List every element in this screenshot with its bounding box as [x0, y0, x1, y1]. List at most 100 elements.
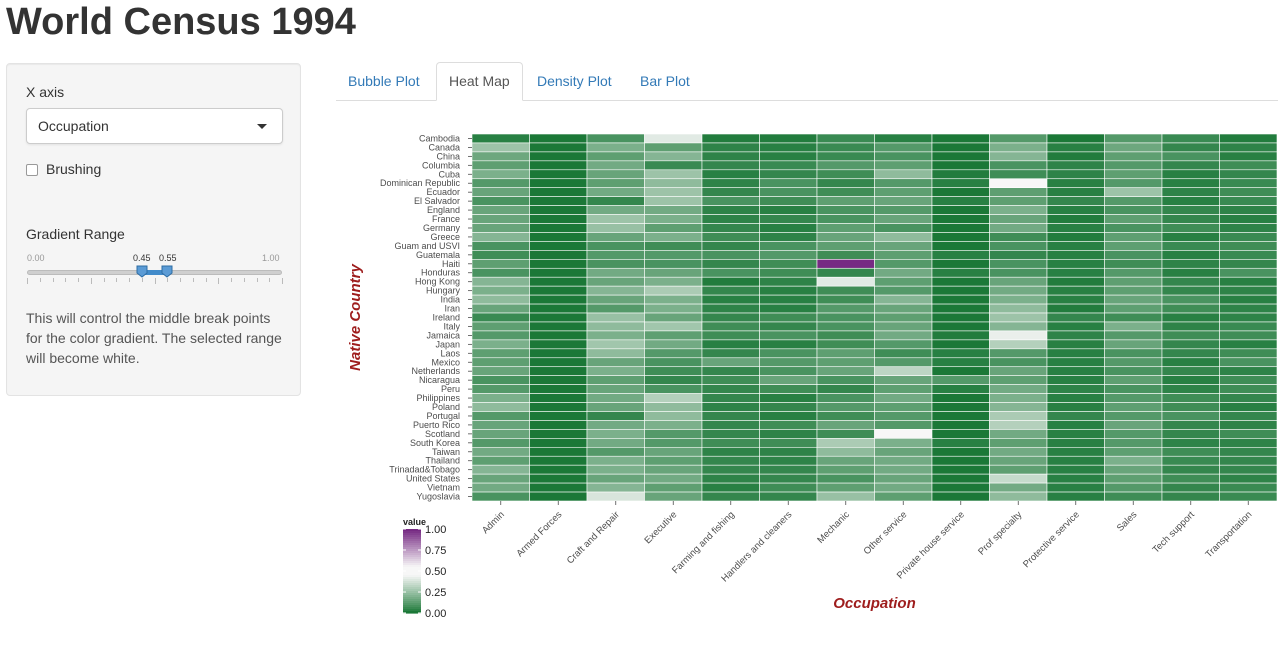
- heatmap-cell: [586, 187, 645, 197]
- tab-bubble-plot[interactable]: Bubble Plot: [348, 73, 420, 89]
- heatmap-cell: [816, 366, 875, 376]
- heatmap-cell: [759, 223, 818, 233]
- heatmap-cell: [586, 402, 645, 412]
- y-tick-label: France: [432, 214, 460, 224]
- heatmap-cell: [931, 455, 990, 466]
- heatmap-cell: [471, 402, 530, 412]
- heatmap-cell: [931, 438, 990, 448]
- heatmap-cell: [644, 241, 703, 251]
- heatmap-cell: [1219, 348, 1278, 359]
- legend-gradient-step: [403, 535, 421, 538]
- heatmap-cell: [644, 160, 703, 171]
- heatmap-cell: [529, 187, 588, 197]
- heatmap-cell: [816, 187, 875, 197]
- y-tick-label: Yugoslavia: [416, 492, 460, 502]
- heatmap-cell: [1104, 267, 1163, 278]
- heatmap-cell: [1219, 196, 1278, 206]
- heatmap-cell: [701, 491, 760, 502]
- heatmap-cell: [701, 250, 760, 260]
- slider-tick: [218, 278, 220, 284]
- heatmap-cell: [874, 438, 933, 448]
- y-tick-label: Ecuador: [426, 187, 460, 197]
- heatmap-cell: [931, 384, 990, 394]
- heatmap-cell: [471, 491, 530, 502]
- heatmap-cell: [816, 491, 875, 502]
- heatmap-cell: [529, 402, 588, 412]
- heatmap-cell: [701, 223, 760, 233]
- heatmap-cell: [1046, 446, 1105, 457]
- heatmap-cell: [874, 384, 933, 394]
- legend-gradient-step: [403, 561, 421, 564]
- heatmap-cell: [471, 196, 530, 206]
- legend-gradient-step: [403, 549, 421, 552]
- heatmap-cell: [1161, 420, 1220, 430]
- heatmap-cell: [1161, 464, 1220, 475]
- heatmap-cell: [1219, 339, 1278, 350]
- heatmap-cell: [1104, 223, 1163, 233]
- slider-tick: [52, 278, 54, 282]
- heatmap-cell: [471, 366, 530, 376]
- heatmap-cell: [644, 276, 703, 287]
- heatmap-cell: [529, 169, 588, 180]
- brushing-label[interactable]: Brushing: [46, 161, 102, 177]
- heatmap-cell: [759, 393, 818, 403]
- heatmap-cell: [816, 160, 875, 171]
- heatmap-cell: [529, 151, 588, 162]
- heatmap-cell: [586, 393, 645, 403]
- heatmap-cell: [989, 276, 1048, 287]
- heatmap-cell: [701, 482, 760, 493]
- slider-low-handle[interactable]: [136, 265, 148, 278]
- heatmap-cell: [586, 357, 645, 368]
- heatmap-cell: [931, 267, 990, 278]
- heatmap-cell: [1046, 232, 1105, 242]
- heatmap-cell: [471, 142, 530, 153]
- heatmap-cell: [1046, 411, 1105, 421]
- legend-gradient-step: [403, 567, 421, 570]
- heatmap-cell: [874, 330, 933, 341]
- tab-heat-map[interactable]: Heat Map: [436, 62, 523, 101]
- heatmap-cell: [816, 438, 875, 448]
- heatmap-cell: [471, 473, 530, 484]
- x-tick-label: Sales: [1115, 509, 1140, 534]
- heatmap-cell: [586, 482, 645, 493]
- brushing-checkbox[interactable]: [26, 164, 38, 176]
- y-tick-label: Guatemala: [416, 250, 460, 260]
- heatmap-cell: [1161, 402, 1220, 412]
- y-tick-label: Japan: [435, 339, 460, 349]
- slider-high-handle[interactable]: [161, 265, 173, 278]
- x-axis-select[interactable]: Occupation: [26, 108, 283, 144]
- heatmap-cell: [759, 375, 818, 385]
- tab-bar-plot[interactable]: Bar Plot: [640, 73, 690, 89]
- x-tick-label: Executive: [642, 509, 679, 546]
- heatmap-cell: [759, 339, 818, 350]
- heatmap-cell: [1046, 241, 1105, 251]
- heatmap-cell: [1219, 267, 1278, 278]
- heatmap-cell: [529, 160, 588, 171]
- slider-tick: [103, 278, 105, 282]
- slider-tick: [256, 278, 258, 282]
- heatmap-cell: [586, 205, 645, 215]
- heatmap-cell: [874, 321, 933, 332]
- heatmap-cell: [586, 142, 645, 153]
- heatmap-cell: [1104, 205, 1163, 215]
- heatmap-cell: [816, 375, 875, 385]
- heatmap-cell: [1104, 276, 1163, 287]
- heatmap-cell: [1104, 151, 1163, 162]
- y-tick-label: Columbia: [422, 160, 460, 170]
- heatmap-cell: [1161, 241, 1220, 251]
- heatmap-cell: [701, 205, 760, 215]
- tab-density-plot[interactable]: Density Plot: [537, 73, 612, 89]
- heatmap-cell: [1219, 393, 1278, 403]
- heatmap-cell: [1161, 339, 1220, 350]
- heatmap-cell: [644, 482, 703, 493]
- heatmap-cell: [529, 366, 588, 376]
- heatmap-cell: [701, 330, 760, 341]
- heatmap-cell: [1219, 151, 1278, 162]
- heatmap-cell: [989, 223, 1048, 233]
- heatmap-cell: [701, 312, 760, 323]
- legend-gradient-step: [403, 585, 421, 588]
- y-tick-label: India: [440, 295, 460, 305]
- heatmap-cell: [471, 276, 530, 287]
- heatmap-cell: [1219, 312, 1278, 323]
- heatmap-cell: [471, 223, 530, 233]
